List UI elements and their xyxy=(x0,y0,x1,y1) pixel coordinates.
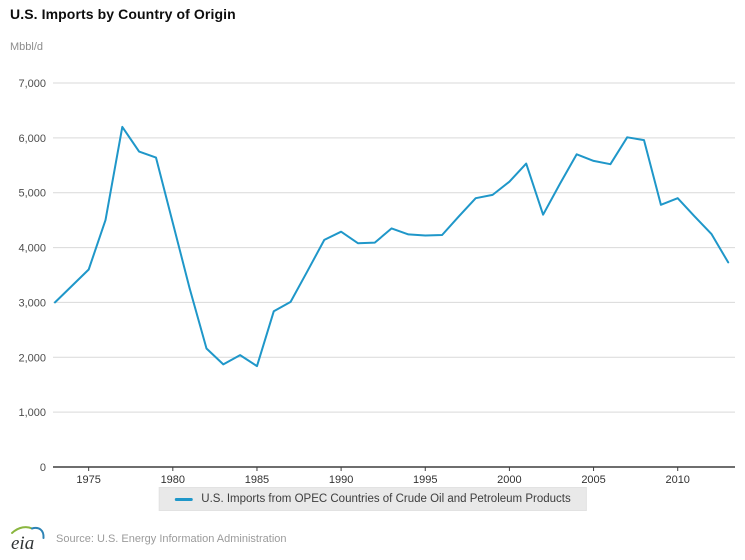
x-axis-tick-label: 2010 xyxy=(665,474,689,485)
y-axis-tick-label: 6,000 xyxy=(18,133,46,145)
y-axis-unit-label: Mbbl/d xyxy=(10,41,44,53)
y-axis-tick-label: 5,000 xyxy=(18,188,46,200)
y-axis-tick-label: 7,000 xyxy=(18,78,46,90)
line-chart: 0 1,000 2,000 3,000 4,000 5,000 6,000 7,000 1975… xyxy=(18,78,735,485)
x-axis-tick-label: 2000 xyxy=(497,474,521,485)
footer: eia Source: U.S. Energy Information Admi… xyxy=(8,524,287,554)
x-axis-tick-label: 1975 xyxy=(76,474,100,485)
y-axis-tick-label: 0 xyxy=(40,462,46,474)
y-axis-tick-label: 2,000 xyxy=(18,352,46,364)
chart-legend: U.S. Imports from OPEC Countries of Crud… xyxy=(158,487,587,511)
data-line xyxy=(54,125,730,368)
legend-line-swatch xyxy=(174,497,193,501)
eia-logo: eia xyxy=(11,526,45,554)
x-axis-tick-label: 1990 xyxy=(329,474,353,485)
x-axis-tick-label: 1980 xyxy=(161,474,185,485)
source-text: Source: U.S. Energy Information Administ… xyxy=(56,533,287,545)
x-axis-tick-label: 1995 xyxy=(413,474,437,485)
y-axis-tick-label: 4,000 xyxy=(18,243,46,255)
x-axis-tick-label: 2005 xyxy=(581,474,605,485)
y-axis-tick-label: 1,000 xyxy=(18,407,46,419)
legend-label: U.S. Imports from OPEC Countries of Crud… xyxy=(201,493,571,505)
page-title: U.S. Imports by Country of Origin xyxy=(10,6,236,22)
x-axis-tick-label: 1985 xyxy=(245,474,269,485)
y-axis-tick-label: 3,000 xyxy=(18,297,46,309)
eia-logo-text: eia xyxy=(11,533,34,554)
